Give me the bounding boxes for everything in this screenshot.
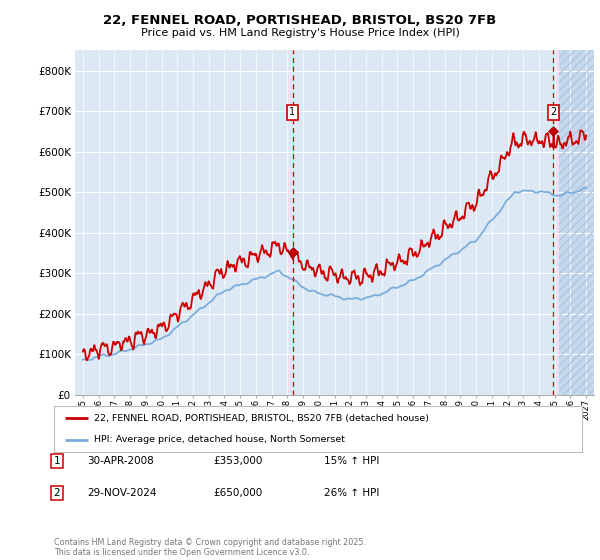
- Text: 26% ↑ HPI: 26% ↑ HPI: [324, 488, 379, 498]
- Text: £650,000: £650,000: [213, 488, 262, 498]
- Text: 2: 2: [53, 488, 61, 498]
- Bar: [559, 50, 594, 395]
- Text: 1: 1: [53, 456, 61, 466]
- Text: 1: 1: [289, 108, 296, 118]
- Text: 2: 2: [550, 108, 557, 118]
- Text: 22, FENNEL ROAD, PORTISHEAD, BRISTOL, BS20 7FB (detached house): 22, FENNEL ROAD, PORTISHEAD, BRISTOL, BS…: [94, 414, 428, 423]
- Text: 30-APR-2008: 30-APR-2008: [87, 456, 154, 466]
- Text: 29-NOV-2024: 29-NOV-2024: [87, 488, 157, 498]
- Text: 15% ↑ HPI: 15% ↑ HPI: [324, 456, 379, 466]
- Text: Price paid vs. HM Land Registry's House Price Index (HPI): Price paid vs. HM Land Registry's House …: [140, 28, 460, 38]
- Bar: [559, 50, 594, 395]
- Text: Contains HM Land Registry data © Crown copyright and database right 2025.
This d: Contains HM Land Registry data © Crown c…: [54, 538, 366, 557]
- Text: £353,000: £353,000: [213, 456, 262, 466]
- Text: 22, FENNEL ROAD, PORTISHEAD, BRISTOL, BS20 7FB: 22, FENNEL ROAD, PORTISHEAD, BRISTOL, BS…: [103, 14, 497, 27]
- Text: HPI: Average price, detached house, North Somerset: HPI: Average price, detached house, Nort…: [94, 435, 344, 444]
